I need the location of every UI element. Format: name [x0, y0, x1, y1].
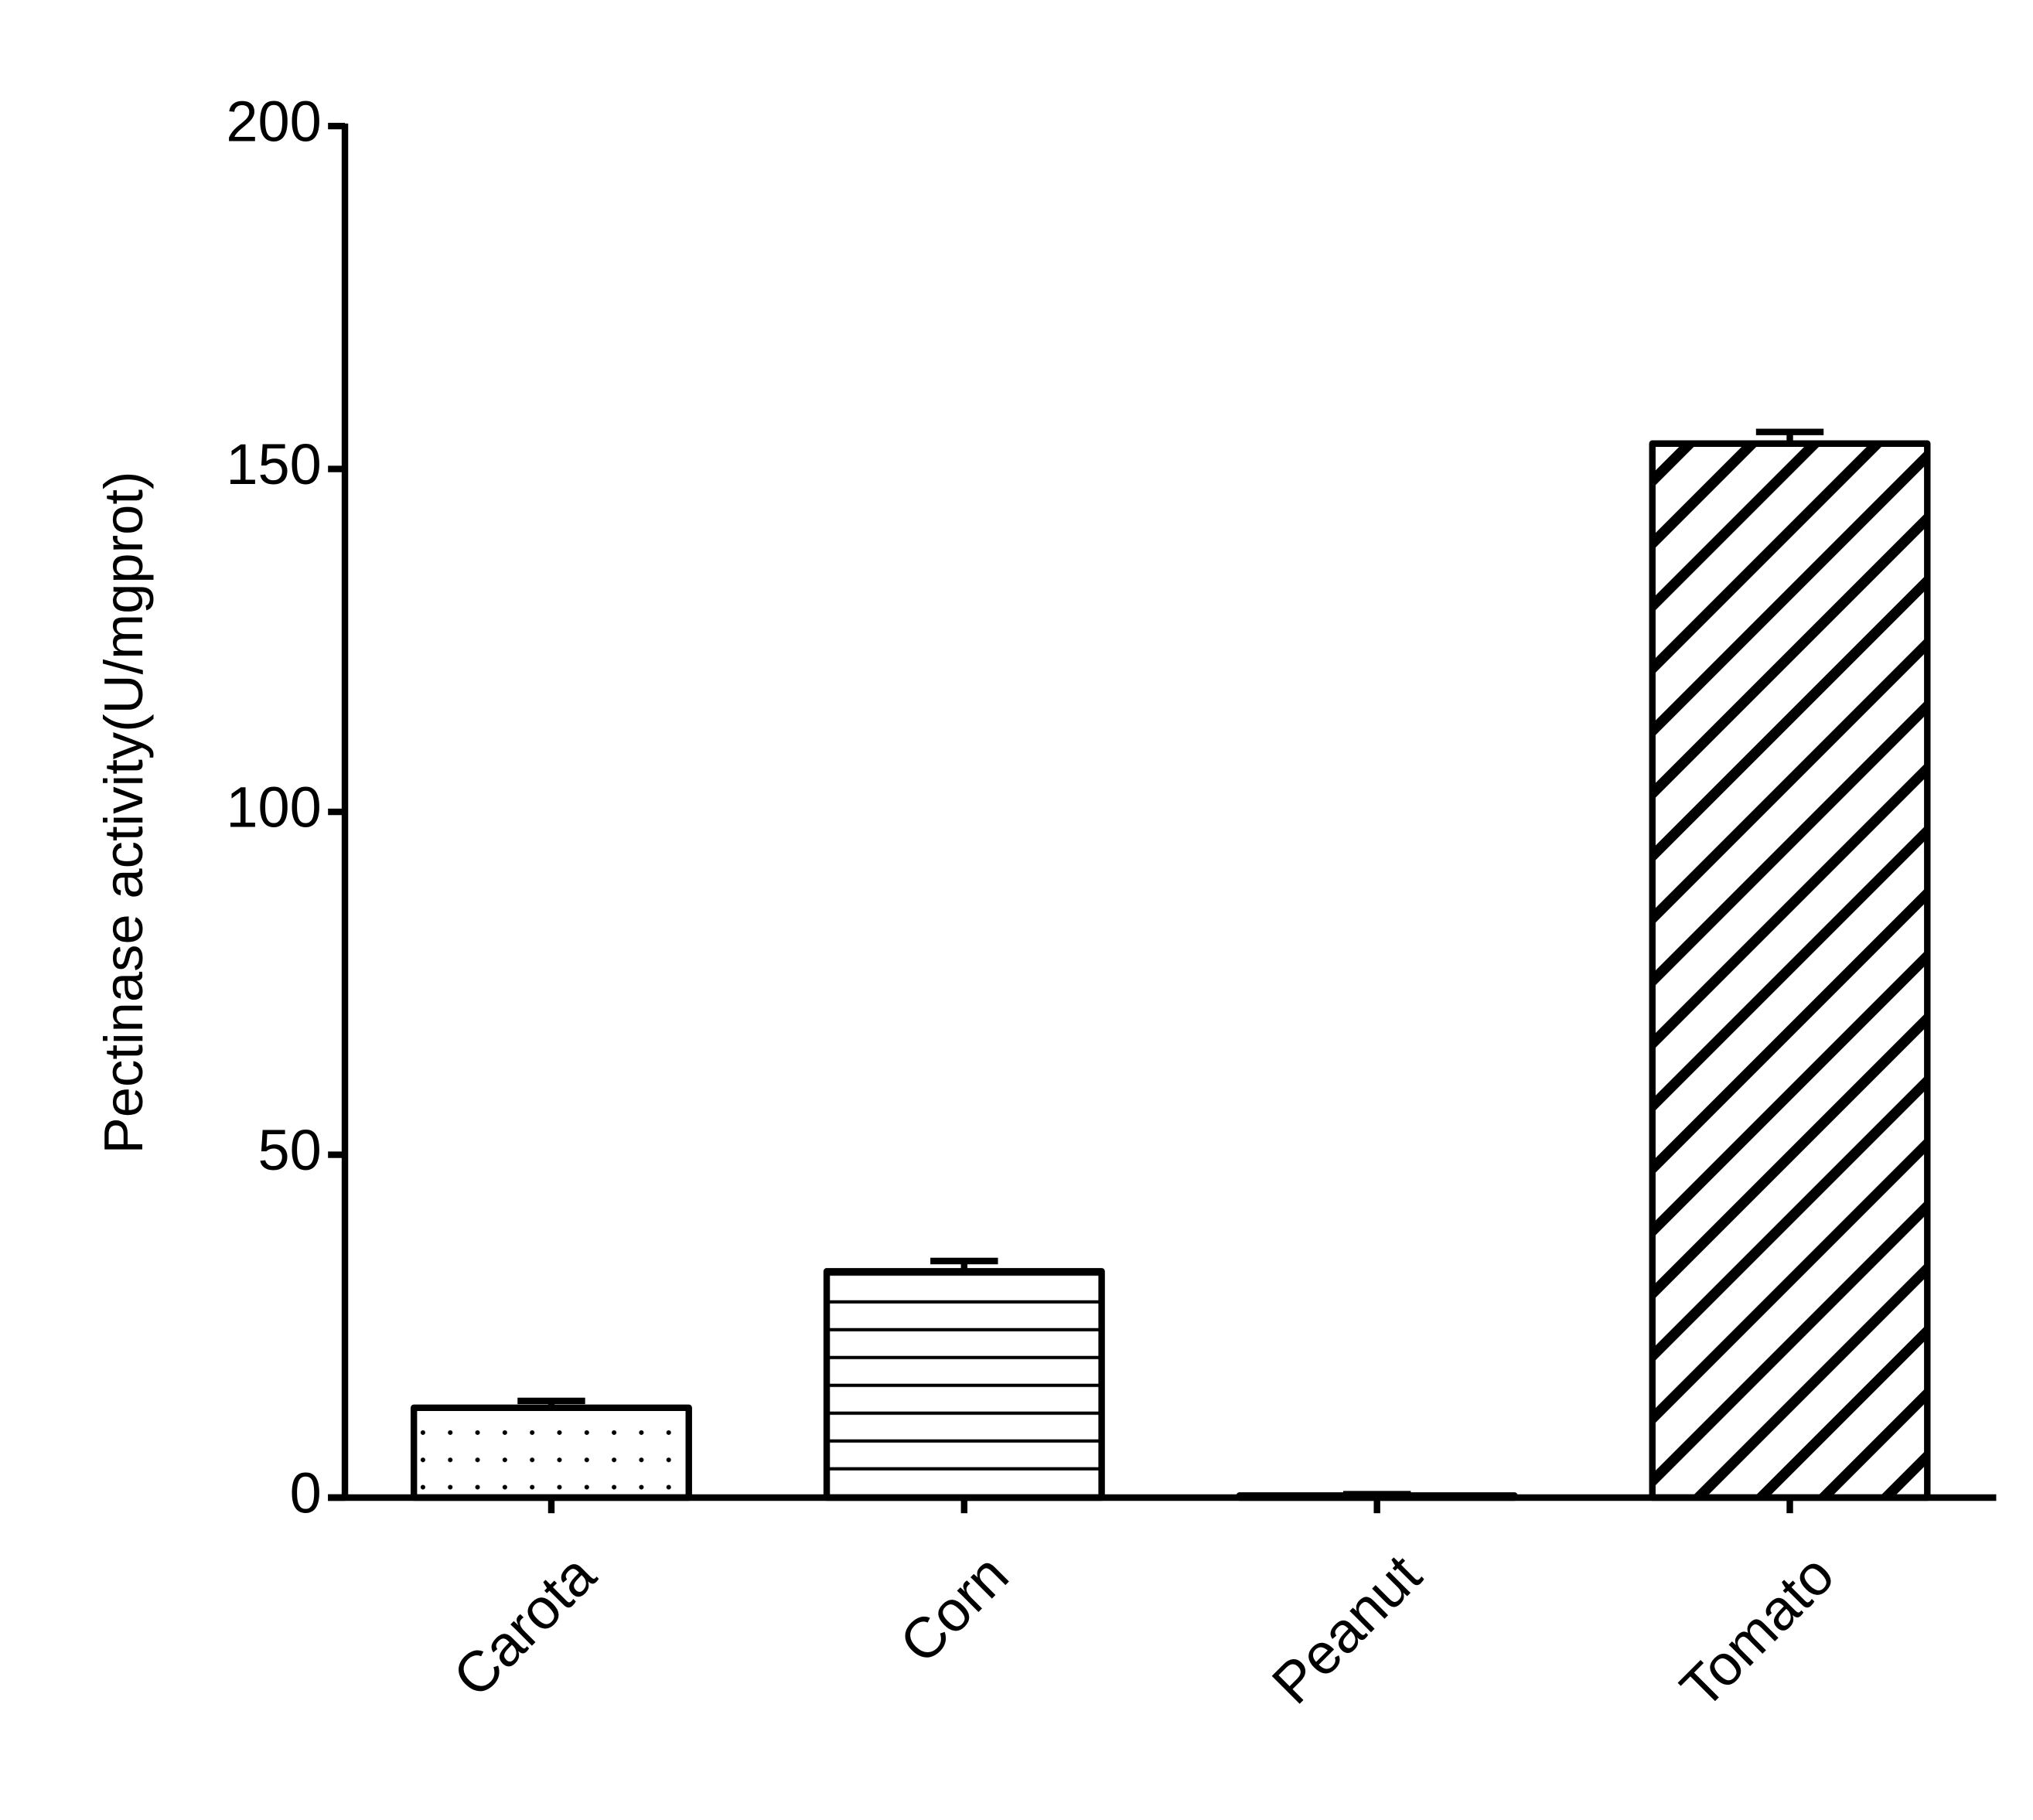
x-tick-label: Carota	[441, 1542, 608, 1709]
y-tick-label: 50	[258, 1118, 321, 1182]
y-tick-label: 150	[226, 432, 321, 496]
bar	[410, 1404, 692, 1501]
y-axis-label: Pectinase activity(U/mgprot)	[93, 471, 154, 1154]
bar	[823, 1268, 1105, 1501]
y-tick-label: 200	[226, 90, 321, 154]
y-tick-label: 0	[290, 1461, 322, 1525]
bar	[1649, 440, 1931, 1501]
y-tick-label: 100	[226, 775, 321, 840]
x-tick-label: Corn	[888, 1542, 1021, 1675]
x-tick-label: Peanut	[1260, 1542, 1434, 1716]
x-tick-label: Tomato	[1668, 1542, 1846, 1720]
